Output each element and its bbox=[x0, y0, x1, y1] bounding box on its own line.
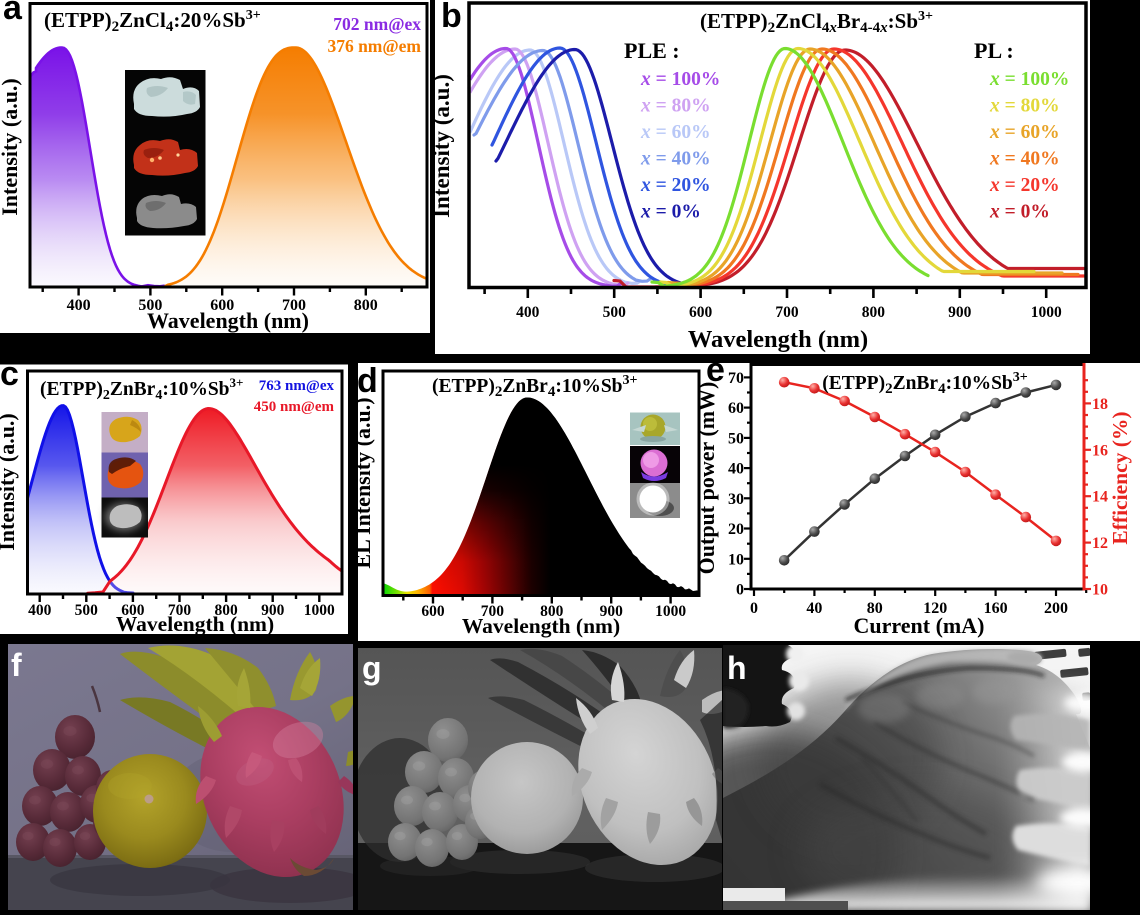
svg-text:Wavelength (nm): Wavelength (nm) bbox=[116, 612, 274, 636]
svg-text:(ETPP)2ZnBr4:10%Sb3+: (ETPP)2ZnBr4:10%Sb3+ bbox=[432, 373, 638, 400]
svg-text:e: e bbox=[706, 351, 725, 389]
svg-text:160: 160 bbox=[984, 600, 1008, 617]
svg-text:30: 30 bbox=[728, 491, 744, 508]
svg-text:40: 40 bbox=[806, 600, 822, 617]
svg-text:x = 20%: x = 20% bbox=[640, 175, 711, 196]
svg-text:b: b bbox=[441, 0, 462, 35]
svg-text:12: 12 bbox=[1092, 535, 1108, 552]
svg-text:x = 40%: x = 40% bbox=[640, 149, 711, 170]
svg-text:f: f bbox=[11, 647, 22, 683]
svg-text:x = 100%: x = 100% bbox=[640, 69, 720, 90]
svg-text:14: 14 bbox=[1092, 489, 1108, 506]
svg-text:400: 400 bbox=[28, 602, 52, 619]
svg-text:80: 80 bbox=[867, 600, 883, 617]
svg-text:0: 0 bbox=[736, 582, 744, 599]
svg-text:x = 60%: x = 60% bbox=[989, 122, 1060, 143]
svg-text:600: 600 bbox=[121, 602, 145, 619]
svg-text:1000: 1000 bbox=[655, 603, 686, 620]
svg-text:EL Intensity (a.u.): EL Intensity (a.u.) bbox=[350, 397, 375, 568]
svg-text:x = 80%: x = 80% bbox=[989, 96, 1060, 117]
svg-text:800: 800 bbox=[214, 602, 238, 619]
svg-text:x = 60%: x = 60% bbox=[640, 122, 711, 143]
svg-text:Efficiency (%): Efficiency (%) bbox=[1108, 411, 1132, 544]
svg-text:PLE :: PLE : bbox=[624, 38, 680, 63]
svg-text:x = 20%: x = 20% bbox=[989, 175, 1060, 196]
svg-text:10: 10 bbox=[728, 551, 744, 568]
svg-text:20: 20 bbox=[728, 521, 744, 538]
svg-text:x = 80%: x = 80% bbox=[640, 96, 711, 117]
svg-text:40: 40 bbox=[728, 461, 744, 478]
svg-text:900: 900 bbox=[600, 603, 624, 620]
svg-text:x = 100%: x = 100% bbox=[989, 69, 1069, 90]
svg-text:450 nm@em: 450 nm@em bbox=[254, 399, 335, 415]
svg-text:800: 800 bbox=[862, 304, 886, 321]
svg-text:g: g bbox=[362, 650, 382, 686]
svg-text:x = 0%: x = 0% bbox=[640, 202, 701, 223]
svg-text:600: 600 bbox=[689, 304, 713, 321]
svg-text:700: 700 bbox=[481, 603, 505, 620]
svg-text:60: 60 bbox=[728, 400, 744, 417]
svg-text:(ETPP)2ZnCl4xBr4-4x:Sb3+: (ETPP)2ZnCl4xBr4-4x:Sb3+ bbox=[700, 9, 933, 36]
svg-text:(ETPP)2ZnBr4:10%Sb3+: (ETPP)2ZnBr4:10%Sb3+ bbox=[40, 375, 243, 403]
svg-text:Intensity (a.u.): Intensity (a.u.) bbox=[0, 413, 19, 551]
svg-text:Wavelength (nm): Wavelength (nm) bbox=[462, 614, 620, 638]
svg-text:800: 800 bbox=[540, 603, 564, 620]
svg-text:1000: 1000 bbox=[304, 602, 335, 619]
svg-text:18: 18 bbox=[1092, 396, 1108, 413]
svg-text:900: 900 bbox=[948, 304, 972, 321]
svg-text:200: 200 bbox=[1044, 600, 1068, 617]
svg-text:x = 0%: x = 0% bbox=[989, 202, 1050, 223]
svg-text:376 nm@em: 376 nm@em bbox=[327, 36, 421, 56]
svg-text:c: c bbox=[0, 355, 19, 393]
svg-text:763 nm@ex: 763 nm@ex bbox=[259, 378, 335, 394]
svg-text:Intensity (a.u.): Intensity (a.u.) bbox=[0, 78, 22, 216]
svg-text:400: 400 bbox=[516, 304, 540, 321]
svg-text:400: 400 bbox=[67, 297, 91, 314]
svg-text:50: 50 bbox=[728, 430, 744, 447]
svg-text:Intensity (a.u.): Intensity (a.u.) bbox=[429, 74, 454, 218]
svg-text:d: d bbox=[357, 362, 378, 400]
svg-text:Wavelength (nm): Wavelength (nm) bbox=[147, 308, 309, 333]
svg-text:Current (mA): Current (mA) bbox=[854, 613, 985, 638]
svg-text:10: 10 bbox=[1092, 582, 1108, 599]
svg-text:500: 500 bbox=[75, 602, 99, 619]
svg-text:70: 70 bbox=[728, 370, 744, 387]
svg-text:PL :: PL : bbox=[974, 38, 1014, 63]
svg-text:500: 500 bbox=[603, 304, 627, 321]
svg-text:702 nm@ex: 702 nm@ex bbox=[333, 14, 421, 34]
svg-text:1000: 1000 bbox=[1031, 304, 1062, 321]
svg-text:700: 700 bbox=[775, 304, 799, 321]
svg-text:600: 600 bbox=[421, 603, 445, 620]
svg-text:Wavelength (nm): Wavelength (nm) bbox=[688, 326, 868, 353]
svg-text:16: 16 bbox=[1092, 442, 1108, 459]
svg-text:Output power (mW): Output power (mW) bbox=[694, 382, 719, 575]
svg-text:600: 600 bbox=[210, 297, 234, 314]
svg-text:700: 700 bbox=[282, 297, 306, 314]
svg-text:0: 0 bbox=[750, 600, 758, 617]
svg-text:(ETPP)2ZnBr4:10%Sb3+: (ETPP)2ZnBr4:10%Sb3+ bbox=[822, 370, 1028, 397]
svg-text:h: h bbox=[727, 650, 747, 686]
svg-text:x = 40%: x = 40% bbox=[989, 149, 1060, 170]
svg-text:800: 800 bbox=[354, 297, 378, 314]
svg-text:a: a bbox=[3, 0, 23, 27]
svg-text:120: 120 bbox=[923, 600, 947, 617]
svg-text:900: 900 bbox=[261, 602, 285, 619]
svg-text:(ETPP)2ZnCl4:20%Sb3+: (ETPP)2ZnCl4:20%Sb3+ bbox=[44, 8, 261, 35]
svg-text:500: 500 bbox=[138, 297, 162, 314]
svg-text:700: 700 bbox=[168, 602, 192, 619]
